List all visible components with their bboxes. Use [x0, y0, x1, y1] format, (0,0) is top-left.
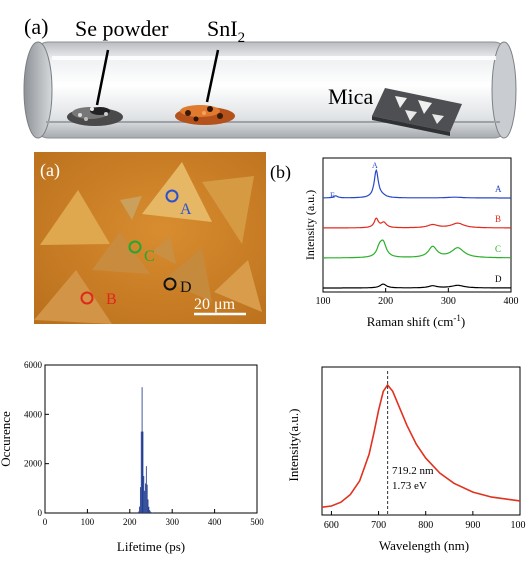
pl-spectrum-svg: 600 700 800 900 100 719.2 nm 1.73 eV Wavelen…	[270, 355, 526, 557]
micrograph-panel-label: (a)	[40, 160, 60, 181]
hist-y-tick-label: 2000	[24, 459, 43, 469]
svg-text:A: A	[180, 201, 192, 218]
pl-x-axis-label: Wavelength (nm)	[379, 538, 469, 553]
raman-x-ticks: 100 200 300 400	[316, 288, 519, 307]
hist-bar	[138, 512, 139, 513]
hist-x-tick-label: 300	[165, 517, 179, 527]
hist-bar	[150, 512, 151, 513]
hist-bar	[139, 507, 140, 513]
hist-bar	[145, 483, 146, 513]
hist-bar	[148, 499, 149, 513]
svg-text:B: B	[106, 291, 117, 308]
raman-x-axis-label: Raman shift (cm-1)	[367, 313, 466, 329]
raman-series-group: A B C D	[323, 170, 511, 288]
hist-x-tick-label: 0	[43, 517, 48, 527]
hist-bar	[143, 476, 144, 513]
pl-annotation-energy: 1.73 eV	[392, 480, 427, 492]
raman-series-label-d: D	[495, 274, 502, 284]
hist-x-tick-label: 100	[81, 517, 95, 527]
pl-x-tick-label: 900	[465, 520, 480, 531]
hist-bar	[142, 387, 143, 513]
raman-series-c	[323, 240, 511, 258]
scale-bar-label: 20 μm	[194, 296, 236, 313]
svg-text:D: D	[180, 279, 192, 296]
hist-x-tick-label: 400	[208, 517, 222, 527]
raman-series-d	[323, 284, 511, 288]
hist-bar	[148, 507, 149, 513]
pl-x-ticks: 600 700 800 900 100	[324, 511, 526, 531]
hist-plot-frame	[45, 365, 257, 513]
optical-micrograph: (a) A C D B 20 μm	[34, 152, 266, 324]
pl-x-tick-label: 100	[511, 520, 526, 531]
raman-peak-label-e: E	[330, 191, 335, 200]
lifetime-histogram: 0 100 200 300 400 500 0 2000 4000 6000 Lifetime …	[0, 355, 270, 557]
raman-series-a	[323, 170, 511, 198]
mica-label: Mica	[328, 84, 373, 109]
pl-series-group	[322, 371, 520, 515]
hist-y-tick-label: 4000	[24, 409, 43, 419]
tube-schematic-svg: (a) Se powder SnI2 Mica	[0, 0, 526, 150]
hist-bar	[146, 466, 147, 513]
hist-bar	[149, 510, 150, 513]
pl-x-tick-label: 600	[324, 520, 339, 531]
raman-x-tick-label: 300	[441, 296, 456, 307]
hist-bar	[144, 491, 145, 513]
se-powder-label: Se powder	[75, 16, 169, 41]
raman-x-tick-label: 100	[316, 296, 331, 307]
pl-x-tick-label: 700	[371, 520, 386, 531]
tube-left-end	[24, 42, 52, 138]
raman-chart-svg: (b) A B C D 100 200 300 400 E A Raman shift (c…	[266, 148, 526, 333]
hist-y-tick-label: 6000	[24, 360, 43, 370]
raman-x-tick-label: 400	[504, 296, 519, 307]
raman-x-tick-label: 200	[378, 296, 393, 307]
lifetime-histogram-svg: 0 100 200 300 400 500 0 2000 4000 6000 Lifetime …	[0, 355, 270, 557]
raman-plot-frame	[323, 158, 511, 292]
hist-bar	[151, 512, 152, 513]
hist-bars-group	[138, 387, 152, 513]
top-panel-label: (a)	[24, 14, 48, 39]
raman-chart: (b) A B C D 100 200 300 400 E A Raman shift (c…	[266, 148, 526, 333]
hist-bar	[141, 432, 142, 513]
raman-panel-label: (b)	[270, 162, 291, 183]
svg-text:C: C	[144, 248, 155, 265]
pl-spectrum: 600 700 800 900 100 719.2 nm 1.73 eV Wavelen…	[270, 355, 526, 557]
hist-bar	[140, 487, 141, 513]
hist-bar	[143, 432, 144, 513]
raman-series-label-c: C	[495, 244, 501, 254]
raman-series-b	[323, 218, 511, 228]
hist-x-ticks: 0 100 200 300 400 500	[43, 509, 265, 527]
pl-y-axis-label: Intensity(a.u.)	[286, 409, 301, 482]
raman-series-label-b: B	[495, 214, 501, 224]
raman-peak-label-a: A	[372, 161, 378, 170]
hist-x-tick-label: 200	[123, 517, 137, 527]
tube-schematic: (a) Se powder SnI2 Mica	[0, 0, 526, 150]
hist-y-tick-label: 0	[38, 508, 43, 518]
hist-bar	[147, 485, 148, 513]
hist-x-axis-label: Lifetime (ps)	[117, 539, 185, 554]
raman-y-axis-label: Intensity (a.u.)	[303, 190, 317, 260]
raman-series-label-a: A	[495, 184, 502, 194]
micrograph-svg: (a) A C D B 20 μm	[34, 152, 266, 324]
hist-y-axis-label: Occurence	[0, 411, 13, 467]
hist-x-tick-label: 500	[250, 517, 264, 527]
pl-x-tick-label: 800	[418, 520, 433, 531]
pl-annotation-wavelength: 719.2 nm	[392, 465, 434, 477]
